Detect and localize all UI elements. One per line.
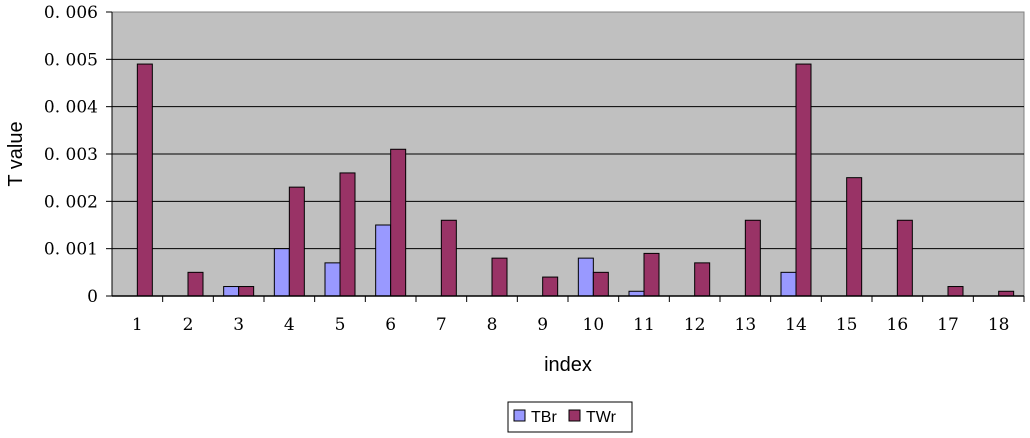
legend-swatch-tbr (513, 409, 526, 422)
y-tick-label: 0 (87, 287, 98, 307)
legend-label-tbr: TBr (531, 409, 557, 426)
bar-twr-1 (136, 63, 153, 297)
bar-twr-4 (288, 186, 305, 297)
y-tick-label: 0. 001 (44, 240, 98, 260)
legend-swatch-twr (568, 409, 581, 422)
x-tick-label: 4 (284, 315, 295, 335)
x-tick-label: 9 (537, 315, 548, 335)
x-tick-labels: 1 2 3 4 5 6 7 8 9 10 11 12 13 14 15 16 17 18 (132, 315, 1010, 335)
x-tick-label: 10 (583, 315, 605, 335)
y-tick-label: 0. 006 (44, 3, 98, 23)
bar-twr-6 (390, 148, 407, 297)
bar-twr-9 (542, 276, 559, 297)
bar-tbr-14 (780, 271, 797, 297)
x-tick-label: 17 (937, 315, 959, 335)
y-tick-labels: 0 0. 001 0. 002 0. 003 0. 004 0. 005 0. 006 (44, 3, 98, 307)
bars (136, 63, 1015, 297)
bar-twr-14 (795, 63, 812, 297)
bar-twr-7 (440, 219, 457, 297)
grid-lines (112, 58, 1024, 250)
x-tick-label: 3 (233, 315, 244, 335)
x-tick-label: 13 (735, 315, 757, 335)
bar-tbr-3 (223, 286, 240, 297)
x-tick-label: 7 (436, 315, 447, 335)
bar-twr-5 (339, 172, 356, 297)
bar-twr-17 (947, 286, 964, 297)
y-axis-title: T value (5, 121, 27, 186)
bar-tbr-4 (273, 248, 290, 297)
bar-twr-15 (846, 177, 863, 297)
x-tick-label: 14 (785, 315, 807, 335)
bar-twr-13 (744, 219, 761, 297)
x-tick-label: 15 (836, 315, 858, 335)
bar-tbr-6 (375, 224, 392, 297)
x-tick-label: 5 (335, 315, 346, 335)
x-tick-label: 6 (385, 315, 396, 335)
x-tick-label: 8 (487, 315, 498, 335)
bar-twr-10 (592, 271, 609, 297)
bar-tbr-10 (577, 257, 594, 297)
bar-tbr-5 (324, 262, 341, 297)
legend-label-twr: TWr (586, 409, 617, 426)
x-tick-label: 12 (684, 315, 706, 335)
y-tick-label: 0. 005 (44, 50, 98, 70)
y-tick-label: 0. 003 (44, 145, 98, 165)
y-tick-label: 0. 004 (44, 98, 98, 118)
axes (106, 11, 1025, 302)
x-tick-label: 2 (183, 315, 194, 335)
x-axis-title: index (544, 354, 592, 376)
x-tick-label: 18 (988, 315, 1010, 335)
bar-twr-2 (187, 271, 204, 297)
bar-twr-12 (694, 262, 711, 297)
x-tick-label: 11 (633, 315, 655, 335)
bar-twr-8 (491, 257, 508, 297)
y-tick-label: 0. 002 (44, 192, 98, 212)
bar-twr-16 (896, 219, 913, 297)
x-tick-label: 16 (887, 315, 909, 335)
x-tick-label: 1 (132, 315, 143, 335)
bar-twr-11 (643, 252, 660, 297)
bar-twr-3 (238, 286, 255, 297)
